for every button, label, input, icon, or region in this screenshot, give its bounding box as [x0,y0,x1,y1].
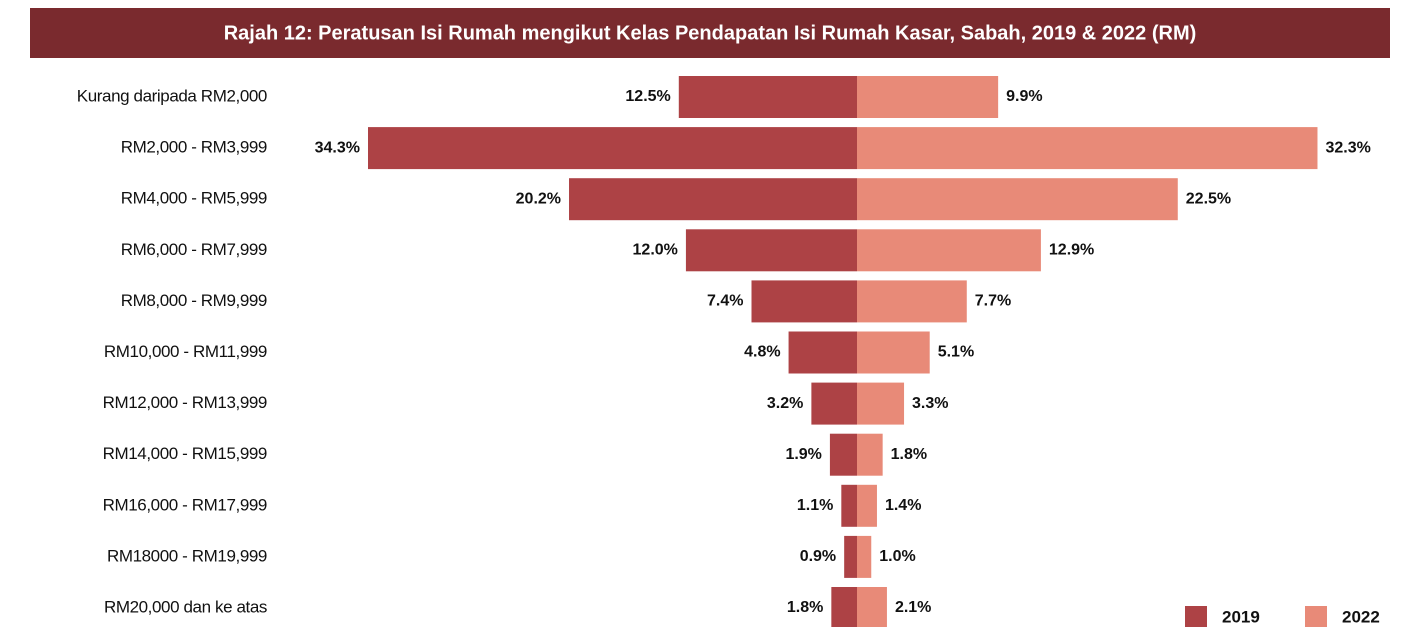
bar [857,484,877,527]
value-label: 7.7% [975,293,1011,310]
value-label: 12.5% [625,88,670,105]
category-label: RM10,000 - RM11,999 [104,342,267,361]
legend-swatch [1185,606,1207,627]
value-label: 32.3% [1325,139,1370,156]
value-label: 1.9% [785,446,821,463]
bar [678,76,857,118]
value-label: 34.3% [315,139,360,156]
bar [857,178,1178,221]
value-label: 0.9% [800,548,836,565]
category-label: RM18000 - RM19,999 [107,546,267,565]
value-label: 12.0% [633,242,678,259]
category-label: RM6,000 - RM7,999 [121,240,267,259]
bar [811,382,857,425]
category-label: RM8,000 - RM9,999 [121,291,267,310]
bar [857,382,905,425]
legend-swatch [1305,606,1327,627]
legend-label: 2019 [1222,607,1260,626]
category-label: RM2,000 - RM3,999 [121,138,267,157]
category-label: RM20,000 dan ke atas [104,597,267,616]
value-label: 1.1% [797,497,833,514]
value-label: 3.2% [767,395,803,412]
bar [788,331,857,374]
bar [831,587,857,627]
bar [857,229,1041,272]
bar [857,127,1318,170]
bar [685,229,857,272]
value-label: 1.4% [885,497,921,514]
bar [841,484,857,527]
title-bar [30,8,1390,58]
bar [751,280,857,323]
category-label: Kurang daripada RM2,000 [77,86,267,105]
bar [844,535,857,578]
bar [857,535,872,578]
value-label: 20.2% [516,190,561,207]
bar [857,76,999,118]
bar [857,433,883,476]
bar [569,178,857,221]
chart-title: Rajah 12: Peratusan Isi Rumah mengikut K… [224,22,1197,44]
legend-label: 2022 [1342,607,1380,626]
bar [857,280,967,323]
category-label: RM12,000 - RM13,999 [103,393,267,412]
value-label: 4.8% [744,344,780,361]
value-label: 1.8% [891,446,927,463]
bar [857,587,887,627]
category-label: RM14,000 - RM15,999 [103,444,267,463]
bar [368,127,857,170]
value-label: 12.9% [1049,242,1094,259]
value-label: 22.5% [1186,190,1231,207]
value-label: 7.4% [707,293,743,310]
value-label: 1.0% [879,548,915,565]
value-label: 3.3% [912,395,948,412]
value-label: 9.9% [1006,88,1042,105]
bar [829,433,857,476]
bar [857,331,930,374]
value-label: 1.8% [787,599,823,616]
value-label: 5.1% [938,344,974,361]
category-label: RM16,000 - RM17,999 [103,495,267,514]
category-label: RM4,000 - RM5,999 [121,189,267,208]
value-label: 2.1% [895,599,931,616]
